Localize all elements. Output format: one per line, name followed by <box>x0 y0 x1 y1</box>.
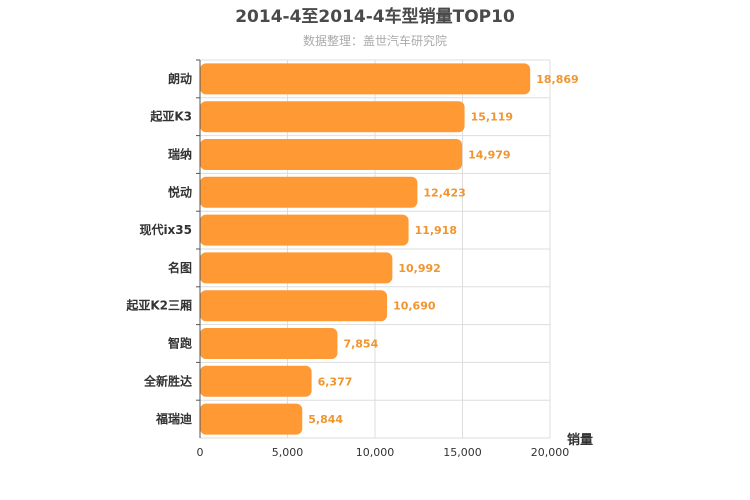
bar[interactable] <box>200 403 303 435</box>
axes <box>196 59 201 438</box>
category-label: 悦动 <box>168 184 192 199</box>
data-label: 10,992 <box>398 262 440 275</box>
category-label: 起亚K2三厢 <box>125 298 192 313</box>
data-label: 7,854 <box>343 338 378 351</box>
x-tick-labels: 0 5,000 10,000 15,000 20,000 <box>197 446 570 459</box>
bar[interactable] <box>200 139 463 170</box>
bar[interactable] <box>200 214 409 246</box>
category-label: 现代ix35 <box>139 222 192 237</box>
bars <box>200 63 531 435</box>
bar[interactable] <box>200 290 388 322</box>
bar[interactable] <box>200 101 465 133</box>
bar[interactable] <box>200 252 393 284</box>
category-label: 名图 <box>168 260 192 275</box>
chart-title: 2014-4至2014-4车型销量TOP10 <box>235 6 515 27</box>
category-label: 瑞纳 <box>168 147 192 162</box>
data-label: 10,690 <box>393 300 436 313</box>
category-label: 朗动 <box>168 71 192 86</box>
bar[interactable] <box>200 365 312 397</box>
bar[interactable] <box>200 176 418 208</box>
category-label: 福瑞迪 <box>155 411 192 426</box>
data-label: 6,377 <box>318 375 353 388</box>
grid-lines <box>200 59 551 439</box>
bar[interactable] <box>200 328 338 359</box>
bar[interactable] <box>200 63 531 95</box>
category-label: 全新胜达 <box>143 373 192 388</box>
category-label: 起亚K3 <box>149 109 192 124</box>
data-label: 11,918 <box>415 224 457 237</box>
x-tick-label: 0 <box>197 446 204 459</box>
x-tick-label: 5,000 <box>272 446 304 459</box>
x-tick-label: 15,000 <box>443 446 482 459</box>
data-label: 18,869 <box>536 73 578 86</box>
data-label: 12,423 <box>423 186 465 199</box>
data-label: 15,119 <box>471 111 513 124</box>
data-label: 5,844 <box>308 413 343 426</box>
x-tick-label: 10,000 <box>356 446 395 459</box>
x-tick-label: 20,000 <box>531 446 570 459</box>
chart-subtitle: 数据整理：盖世汽车研究院 <box>303 33 447 48</box>
value-labels: 18,869 15,119 14,979 12,423 11,918 10,992 10,6… <box>308 73 578 426</box>
category-label: 智跑 <box>167 336 192 351</box>
data-label: 14,979 <box>468 149 510 162</box>
x-axis-title: 销量 <box>567 432 593 448</box>
